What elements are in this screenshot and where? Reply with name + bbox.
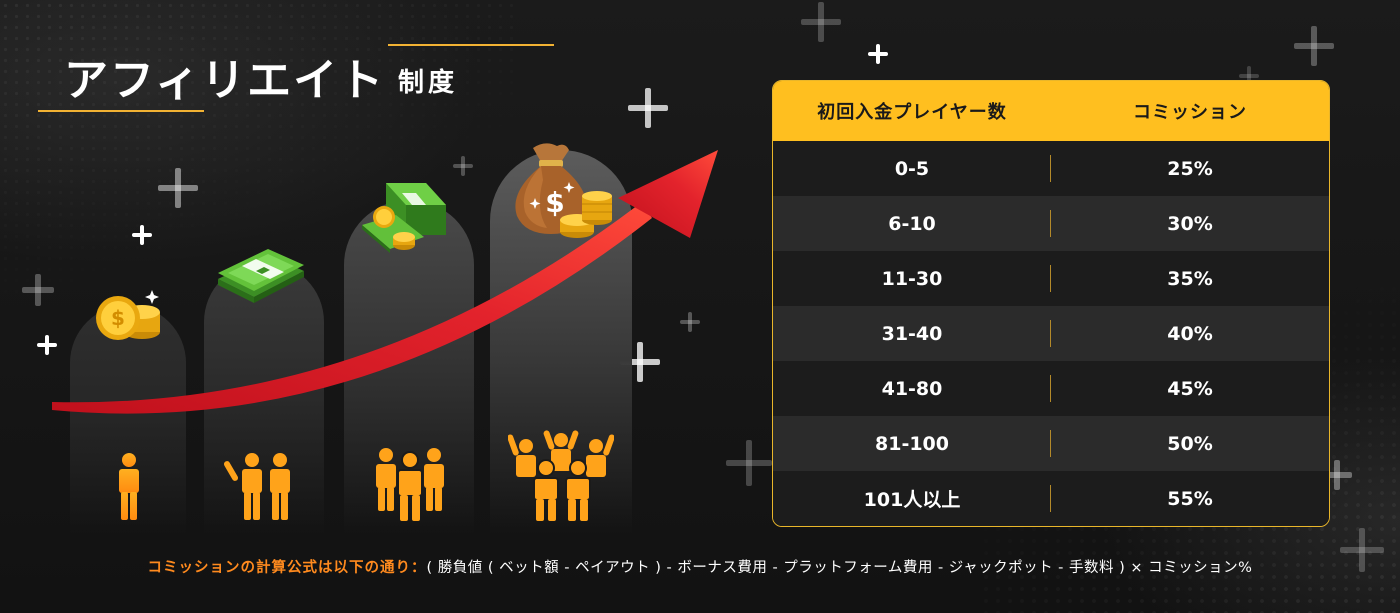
column-divider <box>1050 485 1051 512</box>
players-cell: 81-100 <box>875 432 949 455</box>
table-row: 0-5 25% <box>773 141 1329 196</box>
page-title: アフィリエイト <box>64 55 386 106</box>
page-subtitle: 制度 <box>398 68 459 98</box>
players-cell: 0-5 <box>894 157 930 180</box>
arrow-icon <box>52 150 718 414</box>
table-row: 31-40 40% <box>773 306 1329 361</box>
title-line-bottom <box>38 110 204 112</box>
plus-icon <box>158 168 198 208</box>
plus-icon <box>132 225 152 245</box>
formula-text: ( 勝負値 ( ベット額 - ペイアウト ) - ボーナス費用 - プラットフォ… <box>426 560 1253 576</box>
plus-icon <box>1340 528 1384 572</box>
players-cell: 101人以上 <box>863 489 961 511</box>
column-divider <box>1050 210 1051 237</box>
plus-icon <box>1294 26 1334 66</box>
players-cell: 31-40 <box>881 322 943 345</box>
cash-bundle-icon <box>218 249 304 303</box>
players-cell: 11-30 <box>881 267 943 290</box>
players-cell: 6-10 <box>888 212 936 235</box>
cash-stacks-icon <box>362 183 446 253</box>
column-divider <box>1050 265 1051 292</box>
commission-cell: 55% <box>1167 487 1213 510</box>
plus-icon <box>726 440 772 486</box>
title-line-top <box>388 44 554 46</box>
commission-table: 初回入金プレイヤー数 コミッション 0-5 25% 6-10 30% 11-30… <box>772 80 1330 527</box>
plus-icon <box>37 335 57 355</box>
person-icon <box>119 453 139 520</box>
column-divider <box>1050 375 1051 402</box>
plus-icon <box>680 312 700 332</box>
header-players: 初回入金プレイヤー数 <box>817 102 1007 123</box>
commission-cell: 45% <box>1167 377 1213 400</box>
table-row: 81-100 50% <box>773 416 1329 471</box>
title-block: アフィリエイト 制度 <box>38 40 558 120</box>
plus-icon <box>628 88 668 128</box>
plus-icon <box>1322 460 1352 490</box>
coin-stack-icon: $ <box>96 290 160 340</box>
plus-icon <box>801 2 841 42</box>
table-header: 初回入金プレイヤー数 コミッション <box>773 81 1329 141</box>
column-divider <box>1050 155 1051 182</box>
person-icon <box>224 453 290 520</box>
svg-text:$: $ <box>545 186 564 219</box>
column-divider <box>1050 430 1051 457</box>
table-row: 6-10 30% <box>773 196 1329 251</box>
header-commission: コミッション <box>1133 102 1247 123</box>
commission-cell: 25% <box>1167 157 1213 180</box>
plus-icon <box>868 44 888 64</box>
plus-icon <box>1239 66 1259 86</box>
person-icon <box>508 430 614 521</box>
commission-cell: 50% <box>1167 432 1213 455</box>
commission-cell: 30% <box>1167 212 1213 235</box>
plus-icon <box>620 342 660 382</box>
commission-formula: コミッションの計算公式は以下の通り：( 勝負値 ( ベット額 - ペイアウト )… <box>0 556 1400 577</box>
table-row: 101人以上 55% <box>773 471 1329 526</box>
players-cell: 41-80 <box>881 377 943 400</box>
table-row: 41-80 45% <box>773 361 1329 416</box>
plus-icon <box>22 274 54 306</box>
plus-icon <box>453 156 473 176</box>
table-row: 11-30 35% <box>773 251 1329 306</box>
svg-text:$: $ <box>111 306 125 330</box>
person-icon <box>376 448 444 521</box>
money-bag-icon: $ <box>515 143 612 238</box>
commission-cell: 40% <box>1167 322 1213 345</box>
formula-lead: コミッションの計算公式は以下の通り： <box>147 560 427 576</box>
commission-cell: 35% <box>1167 267 1213 290</box>
column-divider <box>1050 320 1051 347</box>
